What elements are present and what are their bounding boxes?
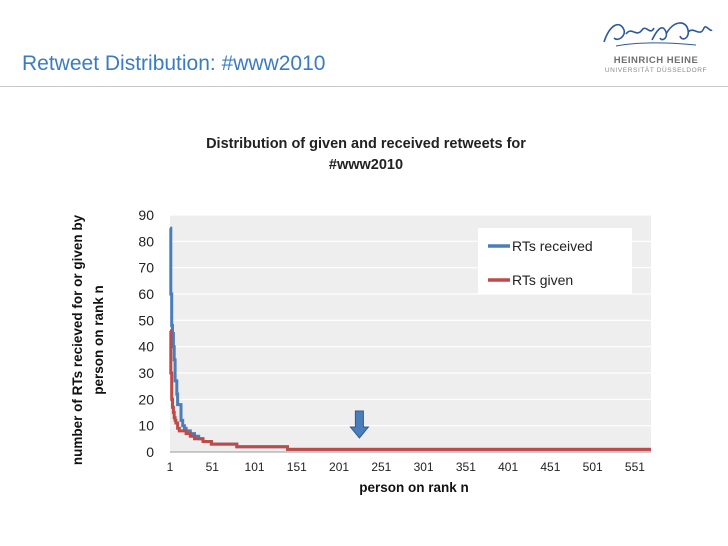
y-axis-label-line-2: person on rank n [91,285,106,395]
x-tick-label: 51 [206,460,220,474]
series-lines [169,226,651,451]
university-logo: HEINRICH HEINE UNIVERSITÄT DÜSSELDORF [596,12,716,80]
arrow-annotation [349,410,370,439]
x-tick-label: 301 [414,460,434,474]
x-tick-label: 1 [167,460,174,474]
legend-label-received: RTs received [512,238,593,254]
down-arrow-icon [349,410,370,439]
legend: RTs received RTs given [478,228,632,294]
x-tick-label: 501 [583,460,603,474]
chart-title-line-2: #www2010 [329,157,403,173]
signature-icon [603,22,713,47]
y-axis-label-line-1: number of RTs recieved for or given by [70,214,85,465]
y-tick-label: 60 [138,286,154,302]
x-tick-label: 551 [625,460,645,474]
y-tick-label: 40 [138,339,154,355]
x-axis-label: person on rank n [359,480,469,495]
logo-subtitle: UNIVERSITÄT DÜSSELDORF [604,67,708,74]
y-tick-label: 50 [138,312,154,328]
legend-label-given: RTs given [512,272,573,288]
x-tick-label: 451 [540,460,560,474]
y-tick-label: 30 [138,365,154,381]
slide-title: Retweet Distribution: #www2010 [22,52,326,75]
y-tick-label: 80 [138,233,154,249]
x-tick-label: 201 [329,460,349,474]
series-line-given [169,329,651,451]
x-tick-label: 251 [371,460,391,474]
y-tick-label: 20 [138,391,154,407]
y-tick-label: 70 [138,260,154,276]
y-axis-ticks: 0 10 20 30 40 50 60 70 80 90 [138,207,154,460]
title-divider [0,86,728,87]
logo-name: HEINRICH HEINE [613,55,699,66]
legend-box [478,228,632,294]
x-tick-label: 401 [498,460,518,474]
x-axis-ticks: 1 51 101 151 201 251 301 351 401 451 501 551 [167,460,646,474]
y-tick-label: 10 [138,418,154,434]
chart-title-line-1: Distribution of given and received retwe… [206,136,526,152]
x-tick-label: 151 [287,460,307,474]
y-tick-label: 90 [138,207,154,223]
x-tick-label: 101 [245,460,265,474]
x-tick-label: 351 [456,460,476,474]
y-tick-label: 0 [146,444,154,460]
